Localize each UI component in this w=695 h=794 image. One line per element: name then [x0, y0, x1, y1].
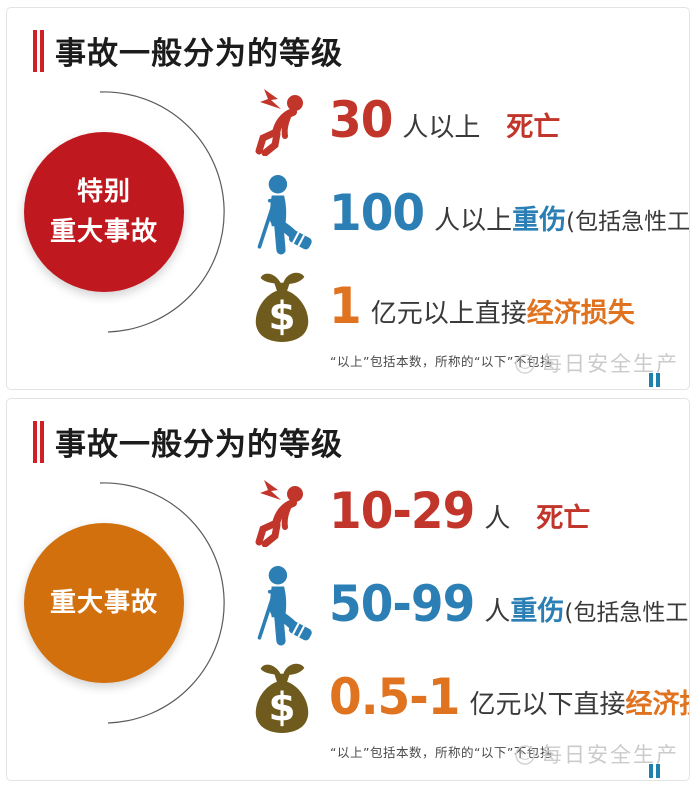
- criterion-highlight: 死亡: [536, 503, 591, 534]
- injured-person-icon: [235, 564, 329, 646]
- criterion-text: 30 人以上 死亡: [329, 91, 561, 150]
- criterion-text: 1 亿元以上直接经济损失: [329, 277, 635, 336]
- title-accent-bars: [33, 420, 44, 463]
- accident-level-circle: 重大事故: [24, 523, 184, 683]
- watermark-text: 每日安全生产: [541, 743, 679, 767]
- money-bag-icon: $: [235, 270, 329, 343]
- svg-text:$: $: [268, 294, 295, 339]
- criterion-highlight: 死亡: [506, 112, 561, 143]
- svg-text:$: $: [268, 685, 295, 730]
- criteria-list: 30 人以上 死亡: [235, 74, 689, 353]
- list-item-injuries: 100 人以上重伤(包括急性工业中毒）: [235, 167, 689, 260]
- criterion-text: 100 人以上重伤(包括急性工业中毒）: [329, 184, 690, 243]
- criterion-number: 0.5-1: [329, 668, 460, 727]
- list-item-deaths: 10-29 人 死亡: [235, 465, 683, 558]
- criterion-number: 100: [329, 184, 425, 243]
- injured-person-icon: [235, 173, 329, 255]
- footnote-text: “以上”包括本数，所称的“以下”不包括: [330, 745, 553, 760]
- accident-level-circle: 特别 重大事故: [24, 132, 184, 292]
- criterion-mid-text: 人以上: [402, 113, 507, 143]
- list-item-deaths: 30 人以上 死亡: [235, 74, 683, 167]
- criterion-suffix: (包括急性工业中毒）: [564, 600, 689, 626]
- criterion-mid-text: 亿元以上直接: [370, 299, 527, 329]
- criterion-mid-text: 亿元以下直接: [469, 690, 626, 720]
- criterion-suffix: (包括急性工业中毒）: [566, 209, 690, 235]
- criterion-highlight: 经济损失: [526, 298, 635, 329]
- slide-major-accident: 事故一般分为的等级 重大事故 10-: [6, 398, 690, 781]
- criterion-number: 30: [329, 91, 393, 150]
- slide-title-block: 事故一般分为的等级: [33, 28, 343, 73]
- list-item-economic-loss: $ 0.5-1 亿元以下直接经济损失: [235, 651, 689, 744]
- criterion-number: 50-99: [329, 575, 475, 634]
- watermark-logo-icon: [515, 744, 535, 765]
- circle-label-line2: 重大事故: [49, 217, 158, 247]
- money-bag-icon: $: [235, 661, 329, 734]
- circle-label-line1: 特别: [76, 176, 131, 207]
- list-item-economic-loss: $ 1 亿元以上直接经济损失: [235, 260, 683, 353]
- criterion-text: 50-99 人重伤(包括急性工业中毒）: [329, 575, 689, 634]
- criterion-text: 0.5-1 亿元以下直接经济损失: [329, 668, 690, 727]
- list-item-injuries: 50-99 人重伤(包括急性工业中毒）: [235, 558, 689, 651]
- criterion-highlight: 重伤: [512, 205, 567, 236]
- criterion-mid-text: 人: [484, 597, 511, 627]
- watermark-logo-icon: [515, 353, 535, 374]
- slide-special-major-accident: 事故一般分为的等级 特别 重大事故 3: [6, 7, 690, 390]
- watermark-text: 每日安全生产: [541, 352, 679, 376]
- falling-person-icon: [235, 86, 329, 156]
- criterion-highlight: 重伤: [510, 596, 565, 627]
- criterion-number: 10-29: [329, 482, 475, 541]
- footnote-text: “以上”包括本数，所称的“以下”不包括: [330, 354, 553, 369]
- page-title: 事故一般分为的等级: [55, 36, 343, 72]
- criterion-mid-text: 人: [484, 504, 537, 534]
- circle-label-line1: 重大事故: [49, 587, 158, 618]
- pause-icon: [649, 373, 660, 387]
- slide-title-block: 事故一般分为的等级: [33, 419, 343, 464]
- pause-icon: [649, 764, 660, 778]
- page-title: 事故一般分为的等级: [55, 427, 343, 463]
- title-accent-bars: [33, 29, 44, 72]
- criterion-number: 1: [329, 277, 362, 336]
- watermark: 每日安全生产: [512, 739, 679, 769]
- falling-person-icon: [235, 477, 329, 547]
- watermark: 每日安全生产: [512, 348, 679, 378]
- criterion-text: 10-29 人 死亡: [329, 482, 591, 541]
- criterion-highlight: 经济损失: [625, 689, 690, 720]
- criterion-mid-text: 人以上: [434, 206, 513, 236]
- criteria-list: 10-29 人 死亡: [235, 465, 689, 744]
